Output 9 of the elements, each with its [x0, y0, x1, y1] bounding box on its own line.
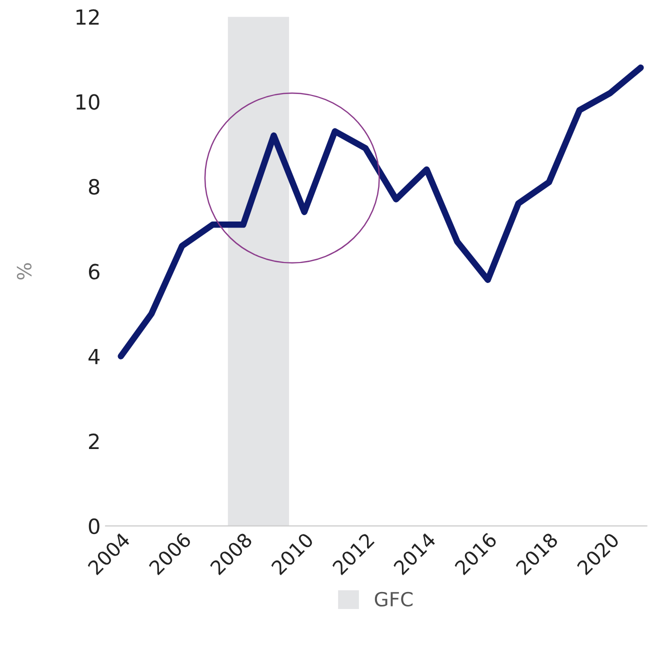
y-tick-label: 12 — [76, 9, 99, 25]
y-tick-label: 8 — [88, 178, 100, 195]
y-tick-label: 4 — [88, 348, 100, 364]
y-axis-title: % — [16, 263, 32, 280]
y-tick-label: 6 — [88, 264, 100, 280]
legend-label: GFC — [374, 592, 413, 607]
y-tick-label: 10 — [76, 94, 100, 110]
y-tick-label: 2 — [89, 434, 99, 449]
y-tick-label: 0 — [88, 518, 100, 534]
